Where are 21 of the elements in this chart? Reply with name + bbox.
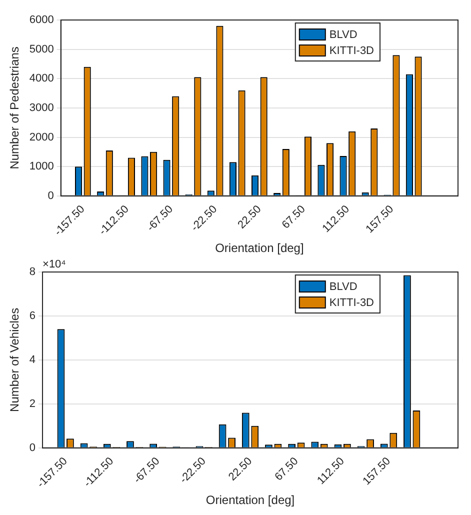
y-tick-label: 3000 [29, 102, 54, 114]
y-tick-label: 6 [29, 310, 36, 322]
y-axis-title: Number of Vehicles [8, 308, 22, 412]
y-axis-title: Number of Pedestrians [8, 46, 22, 170]
legend-label: KITTI-3D [329, 45, 374, 58]
text: ×10⁴ [42, 258, 66, 271]
y-tick-label: 2000 [29, 131, 54, 144]
legend-label: BLVD [329, 281, 358, 294]
legend-label: KITTI-3D [329, 297, 374, 310]
y-tick-label: 6000 [29, 14, 54, 26]
y-tick-label: 0 [29, 442, 36, 454]
y-tick-label: 4000 [29, 72, 54, 85]
legend-label: BLVD [329, 29, 358, 42]
y-tick-label: 0 [48, 190, 54, 202]
y-tick-label: 5000 [29, 43, 54, 56]
y-tick-label: 1000 [29, 160, 54, 173]
x-axis-title: Orientation [deg] [206, 493, 295, 508]
y-tick-label: 4 [29, 354, 36, 366]
y-tick-label: 8 [29, 266, 36, 278]
x-axis-title: Orientation [deg] [215, 241, 304, 256]
y-tick-label: 2 [29, 398, 36, 410]
